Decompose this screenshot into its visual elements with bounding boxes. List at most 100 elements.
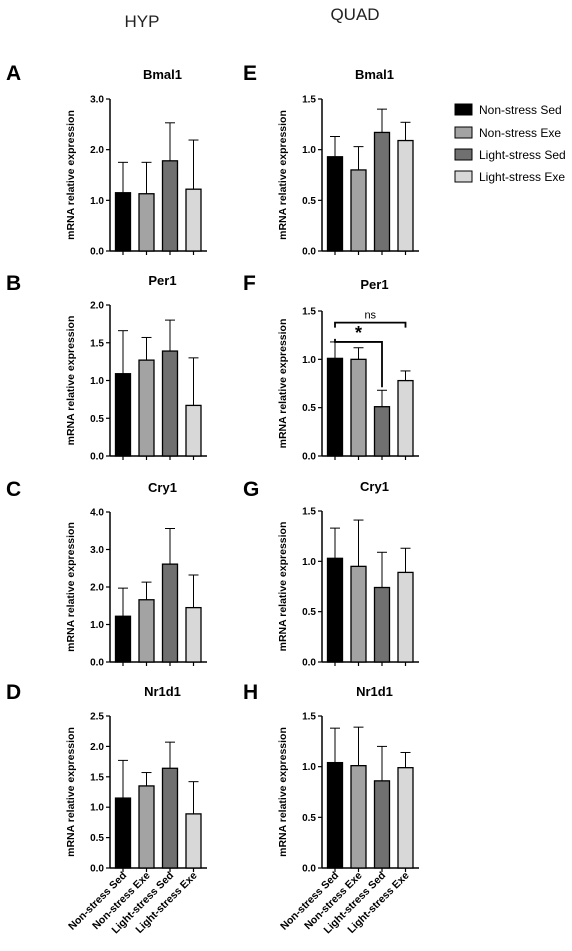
column-title-hyp: HYP: [125, 12, 160, 31]
bar-light-stress-sed: [373, 406, 391, 457]
y-tick-label: 0.0: [90, 247, 104, 258]
legend-label-light-stress-sed: Light-stress Sed: [479, 148, 566, 162]
y-tick-label: 1.0: [90, 620, 104, 631]
y-tick-label: 0.5: [90, 414, 104, 425]
y-tick-label: 2.0: [90, 742, 104, 753]
y-axis-label: mRNA relative expression: [65, 110, 77, 240]
y-tick-label: 1.0: [302, 355, 316, 366]
panel-letter: C: [6, 478, 21, 501]
y-tick-label: 0.0: [302, 452, 316, 463]
y-tick-label: 1.5: [90, 772, 104, 783]
legend-swatch-non-stress-sed: [454, 103, 473, 116]
y-tick-label: 1.0: [302, 557, 316, 568]
legend-label-non-stress-sed: Non-stress Sed: [479, 103, 562, 117]
y-tick-label: 2.0: [90, 145, 104, 156]
significance-label: ns: [364, 310, 376, 322]
y-tick-label: 1.5: [302, 307, 316, 318]
chart-panel-g: G Cry1 mRNA relative expression 0.0 0.5 1.0 1.…: [243, 478, 419, 669]
y-tick-label: 0.5: [302, 813, 316, 824]
y-axis-label: mRNA relative expression: [277, 727, 289, 857]
chart-title: Nr1d1: [144, 684, 181, 699]
bar-non-stress-exe: [138, 599, 155, 663]
y-tick-label: 0.5: [90, 833, 104, 844]
bar-non-stress-sed: [326, 156, 344, 252]
bar-light-stress-exe: [397, 139, 414, 252]
chart-panel-e: E Bmal1 mRNA relative expression 0.0 0.5 1.0 1…: [243, 62, 419, 258]
chart-panel-f: F Per1 mRNA relative expression 0.0 0.5 1.0 1.…: [243, 272, 419, 463]
panel-letter: F: [243, 272, 256, 295]
chart-title: Cry1: [360, 479, 389, 494]
panel-letter: H: [243, 681, 258, 704]
bar-non-stress-sed: [326, 761, 344, 869]
bar-light-stress-exe: [397, 379, 414, 457]
bar-light-stress-sed: [161, 767, 179, 869]
y-tick-label: 1.0: [302, 762, 316, 773]
bar-light-stress-sed: [373, 780, 391, 869]
panel-letter: D: [6, 681, 21, 704]
chart-title: Bmal1: [143, 67, 182, 82]
chart-panel-a: A Bmal1 mRNA relative expression 0.0 1.0 2.0 3…: [6, 62, 207, 258]
bar-non-stress-exe: [350, 358, 367, 457]
column-title-quad: QUAD: [330, 5, 379, 24]
y-tick-label: 0.5: [302, 403, 316, 414]
panel-letter: B: [6, 272, 21, 295]
bar-light-stress-exe: [185, 606, 202, 663]
y-tick-label: 0.0: [90, 658, 104, 669]
chart-title: Cry1: [148, 480, 177, 495]
y-tick-label: 3.0: [90, 95, 104, 106]
y-tick-label: 0.0: [302, 658, 316, 669]
y-tick-label: 0.0: [302, 247, 316, 258]
y-tick-label: 0.5: [302, 607, 316, 618]
y-tick-label: 2.5: [90, 712, 104, 723]
bar-non-stress-sed: [114, 615, 132, 663]
chart-panel-c: C Cry1 mRNA relative expression 0.0 1.0 2.0 3.…: [6, 478, 207, 669]
chart-title: Per1: [360, 277, 388, 292]
chart-panel-h: H Nr1d1 mRNA relative expression 0.0 0.5 1.0 1…: [243, 681, 419, 936]
y-tick-label: 1.5: [302, 507, 316, 518]
y-axis-label: mRNA relative expression: [277, 110, 289, 240]
y-tick-label: 0.0: [302, 864, 316, 875]
bar-light-stress-sed: [161, 350, 179, 457]
bar-non-stress-exe: [138, 785, 155, 869]
bar-light-stress-exe: [185, 188, 202, 252]
y-tick-label: 1.5: [302, 95, 316, 106]
legend-swatch-non-stress-exe: [454, 126, 473, 139]
y-tick-label: 0.0: [90, 864, 104, 875]
y-tick-label: 1.5: [302, 712, 316, 723]
y-tick-label: 1.0: [90, 803, 104, 814]
significance-bracket: [334, 338, 383, 388]
bar-light-stress-sed: [373, 131, 391, 252]
y-axis-label: mRNA relative expression: [65, 316, 77, 446]
legend-swatch-light-stress-exe: [454, 170, 473, 183]
chart-title: Per1: [148, 273, 176, 288]
panel-letter: G: [243, 478, 259, 501]
bar-non-stress-exe: [350, 169, 367, 252]
y-axis-label: mRNA relative expression: [277, 319, 289, 449]
bar-light-stress-exe: [397, 767, 414, 869]
bar-non-stress-exe: [138, 359, 155, 457]
bar-light-stress-sed: [161, 160, 179, 252]
panel-letter: A: [6, 62, 21, 85]
bar-non-stress-sed: [114, 373, 132, 457]
y-tick-label: 1.0: [302, 145, 316, 156]
significance-bracket: [334, 321, 407, 328]
chart-panel-b: B Per1 mRNA relative expression 0.0 0.5 1.0 1.…: [6, 272, 207, 463]
y-tick-label: 4.0: [90, 508, 104, 519]
chart-title: Bmal1: [355, 67, 394, 82]
bar-non-stress-exe: [138, 193, 155, 252]
bar-light-stress-sed: [161, 563, 179, 663]
bar-light-stress-exe: [397, 571, 414, 663]
legend-label-non-stress-exe: Non-stress Exe: [479, 126, 561, 140]
y-axis-label: mRNA relative expression: [65, 727, 77, 857]
y-tick-label: 2.0: [90, 583, 104, 594]
bar-non-stress-sed: [114, 797, 132, 869]
y-axis-label: mRNA relative expression: [277, 522, 289, 652]
y-tick-label: 3.0: [90, 545, 104, 556]
bar-non-stress-sed: [114, 192, 132, 252]
y-axis-label: mRNA relative expression: [65, 522, 77, 652]
bar-light-stress-sed: [373, 586, 391, 663]
y-tick-label: 0.0: [90, 452, 104, 463]
legend-swatch-light-stress-sed: [454, 148, 473, 161]
significance-label: *: [355, 323, 362, 343]
